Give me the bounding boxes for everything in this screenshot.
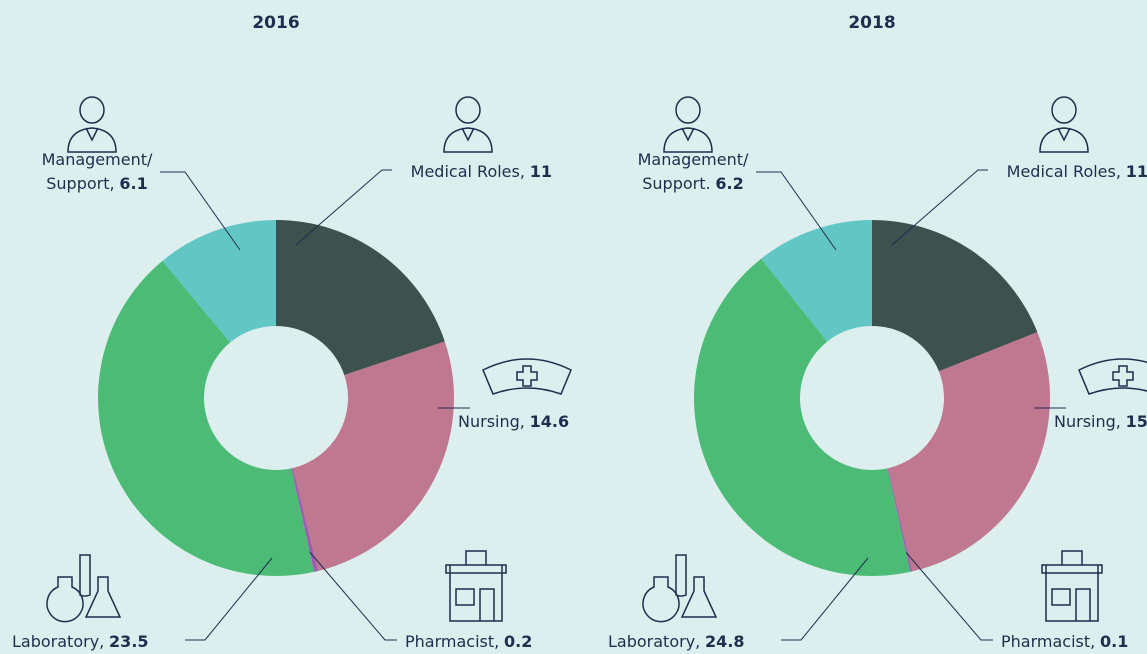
donut-slice (694, 258, 911, 576)
label-value: 6.2 (715, 174, 744, 193)
slice-label: Laboratory, 23.5 (12, 630, 149, 654)
donut-slice (292, 341, 454, 571)
label-value: 0.2 (504, 632, 533, 651)
icon (67, 96, 117, 153)
label-name: Pharmacist, (405, 632, 500, 651)
icon (46, 554, 122, 623)
slice-label: Laboratory, 24.8 (608, 630, 745, 654)
label-name: Medical Roles, (1006, 162, 1121, 181)
label-value: 6.1 (119, 174, 148, 193)
label-name: Nursing, (1054, 412, 1121, 431)
label-name: Laboratory, (12, 632, 105, 651)
leader-line (160, 171, 241, 251)
label-name: Management/ Support. (637, 150, 749, 193)
slice-label: Nursing,15.9 (1054, 410, 1147, 434)
leader-line (781, 557, 869, 641)
donut-slice (887, 468, 913, 572)
icon (1039, 96, 1089, 153)
chart-title: 2016 (252, 13, 300, 33)
slice-label: Nursing, 14.6 (458, 410, 569, 434)
chart-title: 2018 (848, 13, 896, 33)
leader-line (295, 169, 392, 246)
donut-slice (872, 220, 1038, 372)
donut-slice (291, 467, 318, 572)
slice-label: Pharmacist, 0.2 (405, 630, 532, 654)
leader-line (903, 549, 993, 641)
leader-line (756, 171, 837, 251)
label-name: Laboratory, (608, 632, 701, 651)
donut-slice (761, 220, 872, 342)
donut-slice (888, 332, 1051, 572)
slice-label: Management/ Support. 6.2 (618, 148, 768, 196)
label-value: 11 (1125, 162, 1147, 181)
label-name: Pharmacist, (1001, 632, 1096, 651)
leader-line (185, 557, 273, 641)
leader-line (307, 549, 397, 641)
donut-slice (162, 220, 276, 343)
icon (445, 550, 507, 622)
icon (1078, 358, 1147, 395)
icon (663, 96, 713, 153)
icon (1041, 550, 1103, 622)
slice-label: Medical Roles, 11 (1007, 160, 1147, 184)
label-value: 14.6 (529, 412, 570, 431)
label-value: 11 (529, 162, 552, 181)
label-value: 15.9 (1125, 412, 1147, 431)
leader-line (891, 169, 988, 246)
icon (642, 554, 718, 623)
icon (443, 96, 493, 153)
slice-label: Medical Roles, 11 (411, 160, 552, 184)
donut-slice (276, 220, 445, 376)
label-value: 23.5 (109, 632, 149, 651)
label-name: Medical Roles, (410, 162, 525, 181)
slice-label: Management/ Support, 6.1 (22, 148, 172, 196)
label-name: Management/ Support, (41, 150, 153, 193)
donut-slice (97, 260, 315, 576)
label-name: Nursing, (458, 412, 525, 431)
slice-label: Pharmacist, 0.1 (1001, 630, 1128, 654)
label-value: 24.8 (705, 632, 745, 651)
label-value: 0.1 (1100, 632, 1129, 651)
icon (482, 358, 572, 395)
